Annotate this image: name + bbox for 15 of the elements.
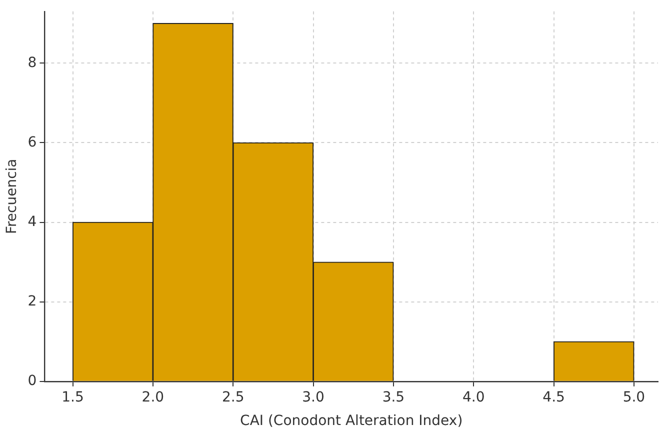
y-tick-label: 8 (28, 54, 37, 71)
y-tick-label: 4 (28, 214, 37, 230)
x-axis-title: CAI (Conodont Alteration Index) (240, 413, 463, 430)
x-tick-label: 4.0 (462, 389, 485, 406)
x-tick-label: 1.5 (62, 389, 84, 406)
x-tick-label: 5.0 (622, 389, 646, 406)
y-tick-label: 0 (28, 373, 37, 390)
y-tick-label: 2 (28, 293, 37, 310)
x-tick-label: 3.5 (382, 389, 405, 406)
x-tick-label: 3.0 (302, 389, 324, 406)
x-tick-label: 2.5 (222, 389, 244, 406)
x-tick-label: 2.0 (142, 389, 164, 406)
y-axis-title: Frecuencia (4, 158, 20, 234)
x-tick-label: 4.5 (542, 389, 565, 406)
y-tick-label: 6 (28, 134, 37, 150)
